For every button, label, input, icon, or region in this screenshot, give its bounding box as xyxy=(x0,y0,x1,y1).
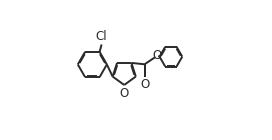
Text: O: O xyxy=(120,88,129,101)
Text: O: O xyxy=(152,49,161,62)
Text: Cl: Cl xyxy=(96,30,107,43)
Text: O: O xyxy=(140,78,149,91)
